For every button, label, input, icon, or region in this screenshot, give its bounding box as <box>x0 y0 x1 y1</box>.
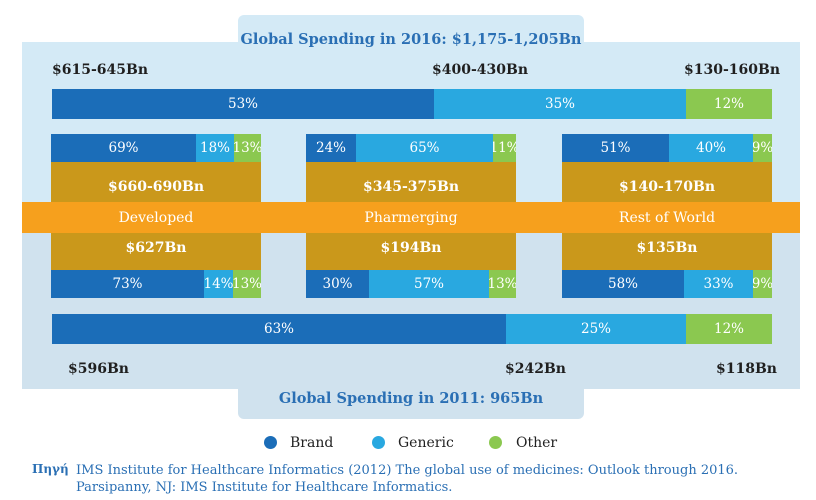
developed-amount-2011: $627Bn <box>125 240 187 256</box>
pharmerging-2016-generic-value-label: 65% <box>409 140 440 156</box>
developed-label: Developed <box>118 210 194 226</box>
developed-2016-generic-value-label: 18% <box>199 140 230 156</box>
pharmerging-2011-brand-value-label: 30% <box>322 276 353 292</box>
pharmerging-2016-other-segment: 11% <box>493 134 516 162</box>
legend-other-label: Other <box>516 435 558 451</box>
row-amount-2011: $135Bn <box>636 240 698 256</box>
global-2011-other-segment: 12% <box>686 314 772 344</box>
global-2016-other-segment: 12% <box>686 89 772 119</box>
global-2011-generic-segment: 25% <box>506 314 686 344</box>
row-2011-brand-segment: 58% <box>562 270 684 298</box>
source-label: Πηγή <box>32 462 69 476</box>
global-2011-other-value-label: 12% <box>713 321 744 337</box>
developed-2011-generic-segment: 14% <box>204 270 233 298</box>
pharmerging-amount-2016: $345-375Bn <box>362 179 459 195</box>
developed-2016-generic-segment: 18% <box>196 134 234 162</box>
row-2011-other-segment: 9% <box>753 270 772 298</box>
global-2016-other-value-label: 12% <box>713 96 744 112</box>
row-label: Rest of World <box>618 210 716 226</box>
developed-2011-generic-value-label: 14% <box>204 276 233 292</box>
other-amount-2011: $118Bn <box>716 361 777 377</box>
global-bar-2016: 53% 35% 12% <box>52 89 772 119</box>
row-2016-other-segment: 9% <box>753 134 772 162</box>
brand-amount-2016: $615-645Bn <box>52 62 149 78</box>
developed-2011-other-segment: 13% <box>233 270 261 298</box>
developed-2011-brand-segment: 73% <box>51 270 204 298</box>
chart-subtitle: Global Spending in 2011: 965Bn <box>278 390 544 407</box>
developed-2016-other-value-label: 13% <box>234 140 261 156</box>
chart-title: Global Spending in 2016: $1,175-1,205Bn <box>240 31 582 48</box>
global-2016-generic-segment: 35% <box>434 89 686 119</box>
developed-2016-brand-value-label: 69% <box>108 140 139 156</box>
pharmerging-bar-2016: 24% 65% 11% <box>306 134 516 162</box>
row-2011-generic-value-label: 33% <box>703 276 734 292</box>
developed-2011-brand-value-label: 73% <box>112 276 143 292</box>
pharmerging-2011-other-value-label: 13% <box>489 276 516 292</box>
row-2016-generic-value-label: 40% <box>695 140 726 156</box>
row-amount-2016: $140-170Bn <box>618 179 715 195</box>
row-2016-generic-segment: 40% <box>669 134 753 162</box>
developed-2016-other-segment: 13% <box>234 134 261 162</box>
global-2016-generic-value-label: 35% <box>544 96 575 112</box>
pharmerging-2016-other-value-label: 11% <box>493 140 516 156</box>
legend-brand-dot <box>264 436 277 449</box>
source-text: IMS Institute for Healthcare Informatics… <box>76 463 739 495</box>
legend-brand-label: Brand <box>290 435 334 451</box>
other-amount-2016: $130-160Bn <box>684 62 781 78</box>
pharmerging-bar-2011: 30% 57% 13% <box>306 270 516 298</box>
developed-amount-2016: $660-690Bn <box>107 179 204 195</box>
developed-2016-brand-segment: 69% <box>51 134 196 162</box>
pharmerging-2016-brand-value-label: 24% <box>315 140 346 156</box>
global-2011-brand-segment: 63% <box>52 314 506 344</box>
pharmerging-label: Pharmerging <box>364 210 458 226</box>
row-bar-2016: 51% 40% 9% <box>562 134 772 162</box>
developed-bar-2011: 73% 14% 13% <box>51 270 261 298</box>
row-2011-generic-segment: 33% <box>684 270 753 298</box>
developed-2011-other-value-label: 13% <box>233 276 261 292</box>
panel-2016-tab <box>238 15 584 47</box>
global-2011-generic-value-label: 25% <box>580 321 611 337</box>
legend-other-dot <box>489 436 502 449</box>
row-2011-other-value-label: 9% <box>753 276 772 292</box>
pharmerging-2016-brand-segment: 24% <box>306 134 356 162</box>
row-2011-brand-value-label: 58% <box>607 276 638 292</box>
global-2011-brand-value-label: 63% <box>263 321 294 337</box>
pharmerging-2011-other-segment: 13% <box>489 270 516 298</box>
pharmerging-2011-generic-value-label: 57% <box>413 276 444 292</box>
generic-amount-2016: $400-430Bn <box>432 62 529 78</box>
row-bar-2011: 58% 33% 9% <box>562 270 772 298</box>
region-band <box>22 202 800 233</box>
global-2016-brand-value-label: 53% <box>227 96 258 112</box>
brand-amount-2011: $596Bn <box>68 361 129 377</box>
pharmerging-2011-generic-segment: 57% <box>369 270 489 298</box>
global-2016-brand-segment: 53% <box>52 89 434 119</box>
row-2016-other-value-label: 9% <box>753 140 772 156</box>
pharmerging-2011-brand-segment: 30% <box>306 270 369 298</box>
pharmerging-2016-generic-segment: 65% <box>356 134 493 162</box>
developed-bar-2016: 69% 18% 13% <box>51 134 261 162</box>
legend-generic-label: Generic <box>398 435 454 451</box>
global-bar-2011: 63% 25% 12% <box>52 314 772 344</box>
legend-generic-dot <box>372 436 385 449</box>
pharmerging-amount-2011: $194Bn <box>380 240 442 256</box>
generic-amount-2011: $242Bn <box>505 361 566 377</box>
panel-2011-tab <box>238 385 584 419</box>
row-2016-brand-value-label: 51% <box>600 140 631 156</box>
row-2016-brand-segment: 51% <box>562 134 669 162</box>
